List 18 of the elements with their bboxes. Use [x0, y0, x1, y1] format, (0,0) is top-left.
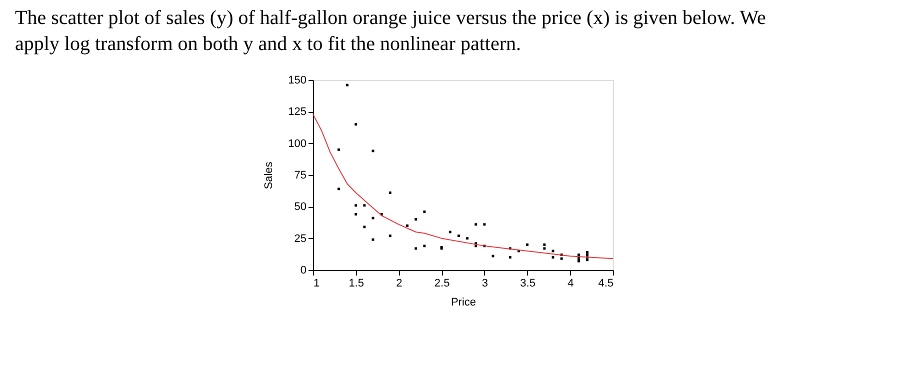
y-tick-label: 150	[288, 74, 306, 86]
x-tick-label: 4.5	[598, 278, 614, 290]
x-tick-label: 3	[482, 278, 488, 290]
x-tick-label: 4	[568, 278, 574, 290]
y-tick-label: 75	[294, 170, 306, 182]
x-tick-label: 2	[396, 278, 402, 290]
x-tick-label: 1	[314, 278, 320, 290]
y-tick-label: 25	[294, 232, 306, 245]
y-tick-label: 100	[288, 138, 306, 150]
y-axis-title: Sales	[263, 161, 276, 190]
x-tick-label: 3.5	[520, 278, 536, 290]
y-tick-label: 0	[300, 264, 306, 276]
x-tick-label: 2.5	[434, 278, 450, 290]
x-axis-title: Price	[450, 296, 476, 308]
y-tick-label: 50	[294, 201, 306, 214]
chart-title: The scatter plot of sales (y) of half-gallon orange juice versus the price (x) is given below. We apply log transform on both y and x to fit the nonlinear pattern.	[15, 7, 766, 55]
y-tick-label: 125	[288, 106, 306, 118]
x-tick-label: 1.5	[348, 278, 364, 290]
